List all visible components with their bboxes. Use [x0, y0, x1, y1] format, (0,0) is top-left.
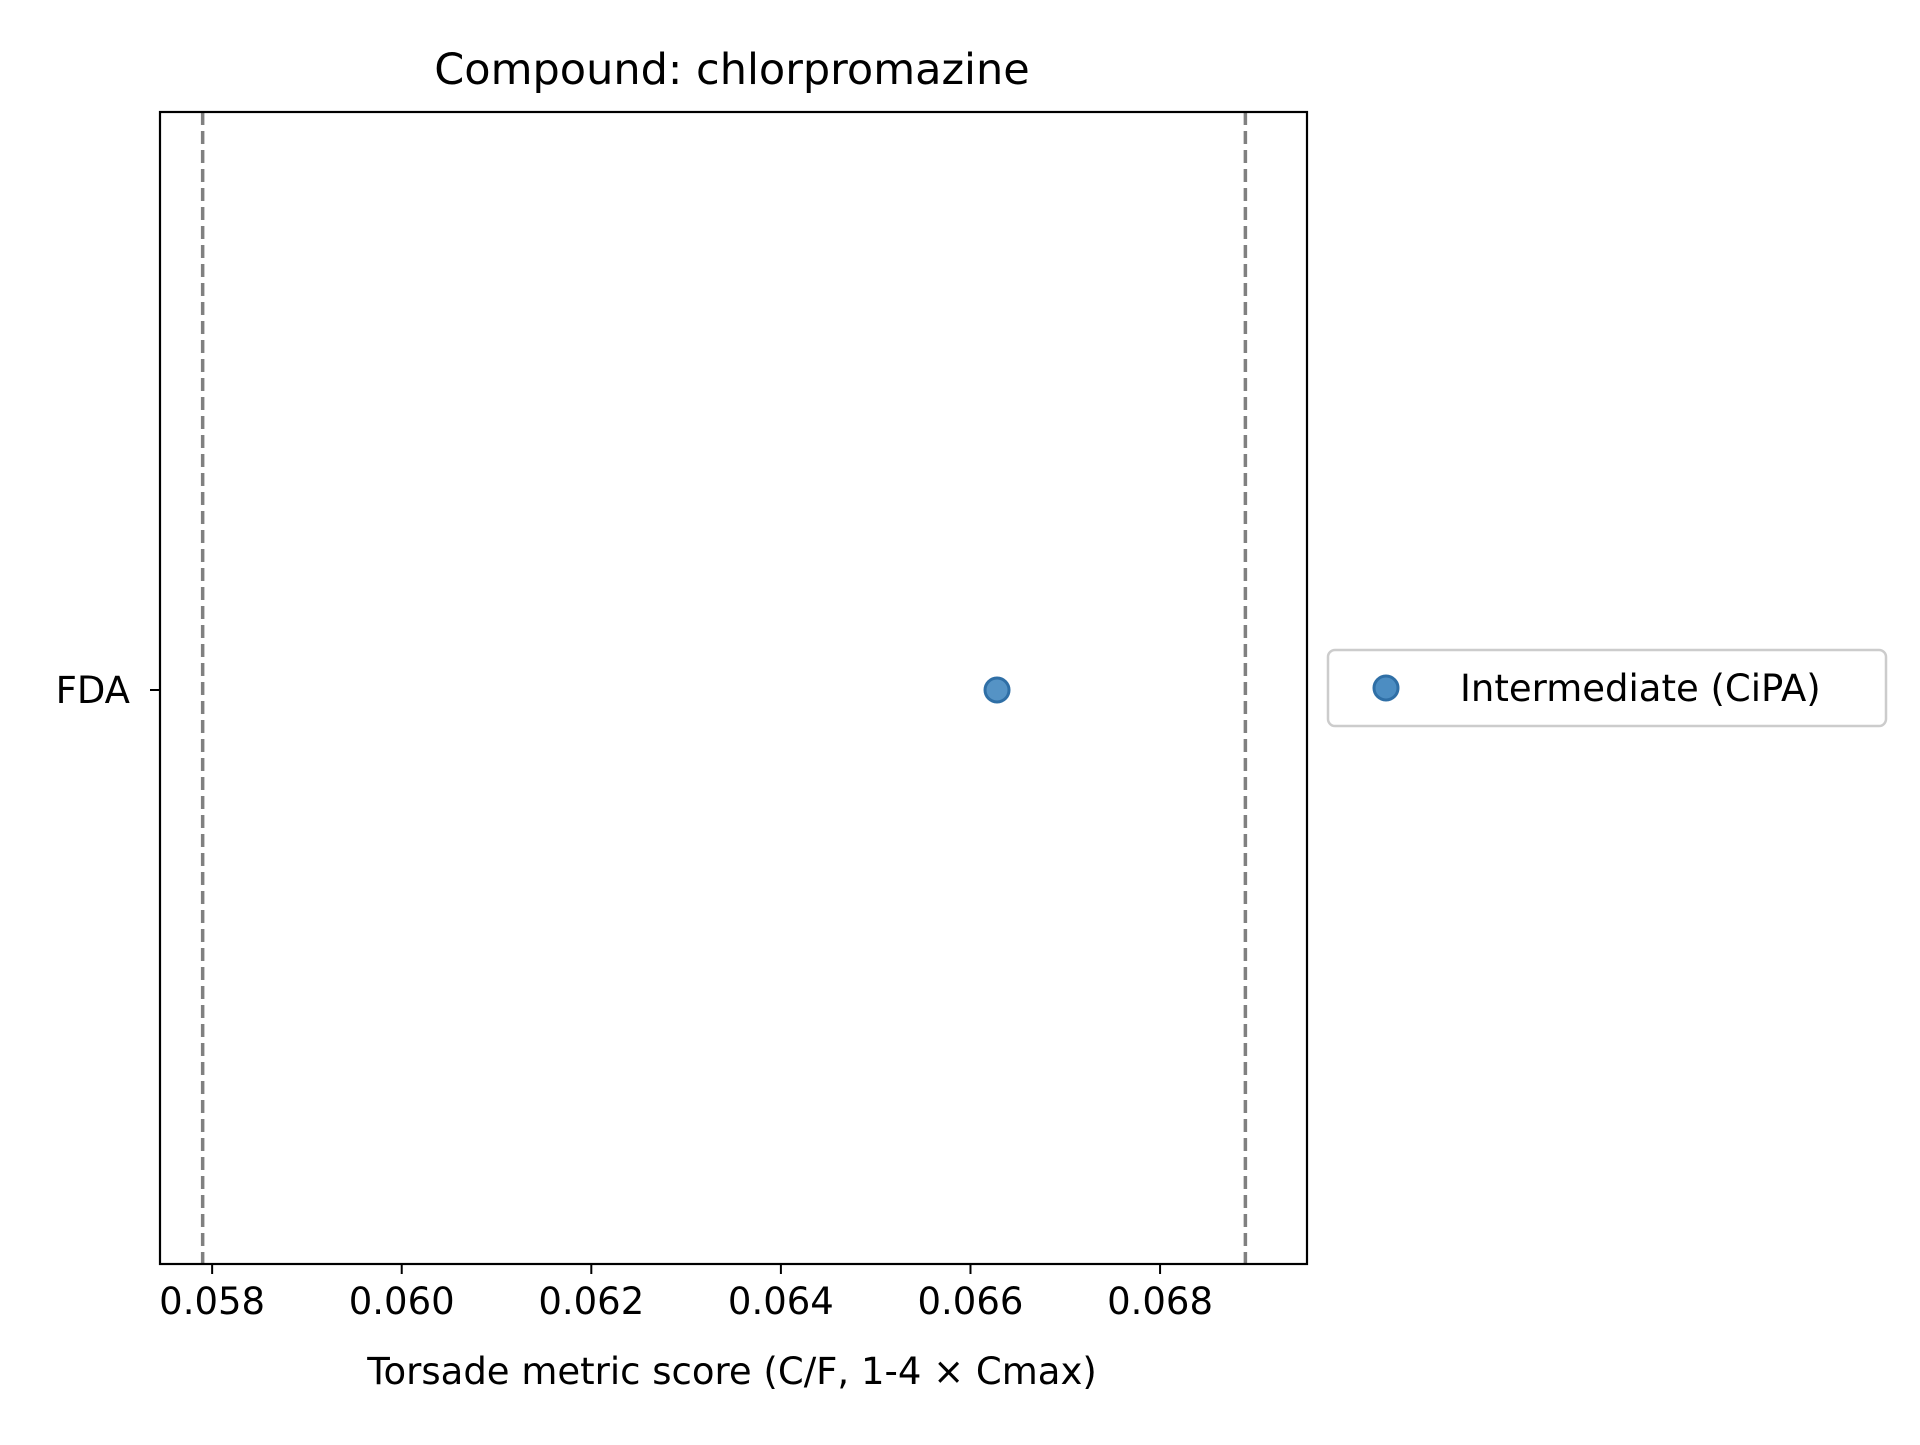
legend-box — [1326, 648, 1888, 728]
x-tick-label: 0.062 — [538, 1280, 644, 1323]
x-tick-label: 0.064 — [728, 1280, 834, 1323]
y-tick-label: FDA — [56, 669, 130, 712]
x-tick-label: 0.066 — [918, 1280, 1024, 1323]
data-point — [983, 676, 1011, 704]
x-tick-label: 0.060 — [349, 1280, 455, 1323]
legend: Intermediate (CiPA) — [1326, 648, 1888, 728]
legend-marker — [1372, 674, 1400, 702]
chart-title: Compound: chlorpromazine — [434, 45, 1029, 95]
plot-frame — [158, 110, 1309, 1266]
plot-area: 0.058 0.060 0.062 0.064 0.066 0.068 FDA — [56, 110, 1309, 1323]
x-axis-label: Torsade metric score (C/F, 1-4 × Cmax) — [366, 1350, 1097, 1393]
x-tick-label: 0.058 — [159, 1280, 265, 1323]
x-tick-label: 0.068 — [1107, 1280, 1213, 1323]
legend-label: Intermediate (CiPA) — [1460, 667, 1821, 710]
